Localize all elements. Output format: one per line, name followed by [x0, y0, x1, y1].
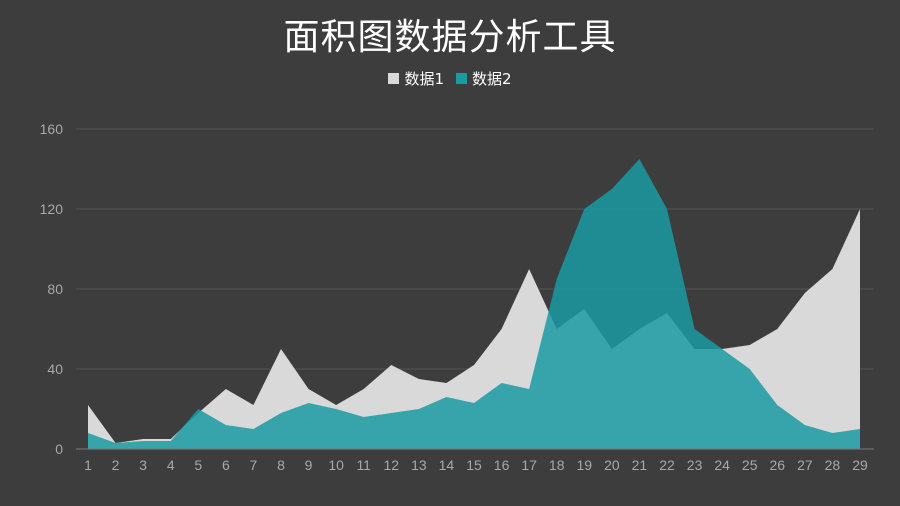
x-tick-label-21: 21 — [632, 457, 648, 473]
x-tick-label-22: 22 — [659, 457, 675, 473]
x-tick-label-25: 25 — [742, 457, 758, 473]
x-tick-label-10: 10 — [328, 457, 344, 473]
x-tick-label-13: 13 — [411, 457, 427, 473]
x-tick-label-24: 24 — [714, 457, 730, 473]
x-tick-label-18: 18 — [549, 457, 565, 473]
area-series-2 — [88, 159, 860, 449]
x-tick-label-16: 16 — [494, 457, 510, 473]
legend-swatch-series-2 — [456, 73, 467, 84]
x-tick-label-11: 11 — [356, 457, 371, 473]
legend-swatch-series-1 — [388, 73, 400, 84]
x-tick-label-27: 27 — [797, 457, 813, 473]
x-tick-label-1: 1 — [84, 457, 92, 473]
x-tick-label-23: 23 — [687, 457, 703, 473]
legend-item-series-2[interactable]: 数据2 — [456, 68, 512, 89]
chart-title: 面积图数据分析工具 — [283, 17, 617, 58]
legend-label-series-1: 数据1 — [404, 70, 444, 88]
legend-item-series-1[interactable]: 数据1 — [388, 68, 444, 89]
x-tick-label-8: 8 — [277, 457, 285, 473]
y-tick-label-40: 40 — [47, 361, 63, 377]
x-tick-label-20: 20 — [604, 457, 620, 473]
y-tick-label-80: 80 — [47, 281, 63, 297]
x-tick-label-2: 2 — [112, 457, 120, 473]
x-tick-label-19: 19 — [576, 457, 592, 473]
x-tick-label-12: 12 — [383, 457, 399, 473]
x-tick-label-26: 26 — [769, 457, 785, 473]
x-tick-label-29: 29 — [852, 457, 868, 473]
y-tick-label-160: 160 — [40, 121, 64, 137]
x-tick-label-14: 14 — [439, 457, 455, 473]
x-tick-label-3: 3 — [139, 457, 147, 473]
x-tick-label-28: 28 — [825, 457, 841, 473]
x-tick-label-4: 4 — [167, 457, 175, 473]
legend-label-series-2: 数据2 — [472, 70, 512, 88]
chart-legend: 数据1 数据2 — [0, 68, 900, 89]
x-tick-label-6: 6 — [222, 457, 230, 473]
x-tick-label-7: 7 — [250, 457, 258, 473]
y-tick-label-0: 0 — [55, 441, 63, 457]
x-tick-label-17: 17 — [521, 457, 537, 473]
x-tick-label-9: 9 — [305, 457, 313, 473]
x-tick-label-5: 5 — [194, 457, 202, 473]
x-tick-label-15: 15 — [466, 457, 482, 473]
y-tick-label-120: 120 — [40, 201, 64, 217]
